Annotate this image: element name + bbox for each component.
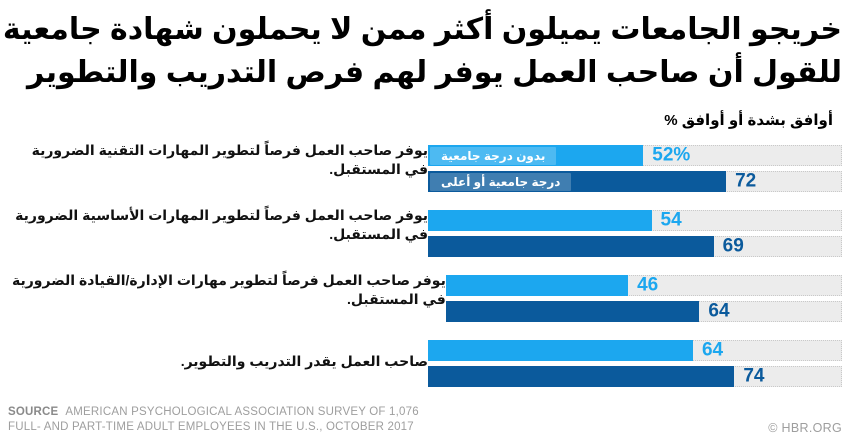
bar-value-label: 46 — [637, 274, 659, 296]
chart-title-line2: للقول أن صاحب العمل يوفر لهم فرص التدريب… — [27, 56, 842, 89]
bar-track: 69 — [428, 235, 842, 257]
bar-track: 46 — [445, 274, 843, 296]
bar-no-degree — [445, 275, 629, 296]
bar-pair: بدون درجة جامعية 52% درجة جامعية أو أعلى 72 — [428, 144, 842, 192]
bar-value-label: 54 — [660, 209, 682, 231]
bar-track: درجة جامعية أو أعلى 72 — [428, 170, 842, 192]
bar-track: 64 — [428, 339, 842, 361]
bar-group: يوفر صاحب العمل فرصاً لتطوير مهارات الإد… — [8, 272, 843, 322]
category-label: يوفر صاحب العمل فرصاً لتطوير مهارات الإد… — [12, 271, 446, 307]
bar-track: 64 — [445, 300, 843, 322]
bar-pair: 54 69 — [428, 209, 842, 257]
source-label: SOURCE — [8, 406, 59, 418]
bar-value-label: 72 — [735, 170, 757, 192]
chart-footer: SOURCE AMERICAN PSYCHOLOGICAL ASSOCIATION… — [8, 405, 842, 435]
category-label: صاحب العمل يقدر التدريب والتطوير. — [180, 353, 428, 369]
bar-no-degree: بدون درجة جامعية — [428, 145, 644, 166]
bar-chart: يوفر صاحب العمل فرصاً لتطوير المهارات ال… — [8, 142, 843, 387]
bar-value-label: 74 — [743, 365, 765, 387]
bar-track: 74 — [428, 365, 842, 387]
bar-group: صاحب العمل يقدر التدريب والتطوير. 64 74 — [8, 339, 842, 387]
axis-note: أوافق بشدة أو أوافق % — [664, 112, 833, 129]
legend-college-degree: درجة جامعية أو أعلى — [430, 172, 572, 191]
category-label: يوفر صاحب العمل فرصاً لتطوير المهارات ال… — [31, 141, 428, 177]
hbr-credit: © HBR.ORG — [768, 421, 842, 435]
bar-no-degree — [428, 340, 693, 361]
bar-track: بدون درجة جامعية 52% — [428, 144, 842, 166]
bar-value-label: 52% — [652, 144, 691, 166]
legend-no-degree: بدون درجة جامعية — [430, 146, 557, 165]
source-note: SOURCE AMERICAN PSYCHOLOGICAL ASSOCIATION… — [8, 405, 419, 435]
bar-college-degree: درجة جامعية أو أعلى — [428, 171, 727, 192]
category-label: يوفر صاحب العمل فرصاً لتطوير المهارات ال… — [15, 206, 428, 242]
chart-title-line1: خريجو الجامعات يميلون أكثر ممن لا يحملون… — [2, 13, 842, 46]
source-text-line2: FULL- AND PART-TIME ADULT EMPLOYEES IN T… — [8, 421, 414, 433]
bar-value-label: 64 — [701, 339, 724, 361]
bar-group: يوفر صاحب العمل فرصاً لتطوير المهارات ال… — [8, 142, 842, 192]
bar-group: يوفر صاحب العمل فرصاً لتطوير المهارات ال… — [8, 207, 842, 257]
bar-value-label: 64 — [708, 300, 730, 322]
bar-college-degree — [428, 236, 714, 257]
chart-title: خريجو الجامعات يميلون أكثر ممن لا يحملون… — [2, 6, 842, 94]
bar-value-label: 69 — [722, 235, 744, 257]
bar-college-degree — [445, 301, 700, 322]
bar-pair: 64 74 — [428, 339, 842, 387]
bar-pair: 46 64 — [445, 274, 843, 322]
bar-no-degree — [428, 210, 652, 231]
bar-track: 54 — [428, 209, 842, 231]
source-text-line1: AMERICAN PSYCHOLOGICAL ASSOCIATION SURVE… — [65, 406, 419, 418]
bar-college-degree — [428, 366, 735, 387]
